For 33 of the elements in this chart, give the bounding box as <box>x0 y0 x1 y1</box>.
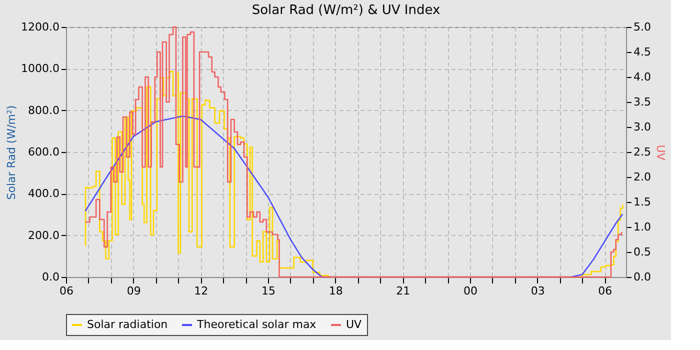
x-tick-label: 15 <box>262 284 276 298</box>
y-tick-label: 600.0 <box>28 146 60 158</box>
x-tick-label: 03 <box>530 284 545 298</box>
y2-tick-label: 4.5 <box>634 46 651 58</box>
y2-tick-label: 4.0 <box>634 70 651 84</box>
y2-tick-label: 2.0 <box>634 170 651 184</box>
x-tick-label: 06 <box>598 284 612 298</box>
y2-axis-title: UV <box>654 144 667 161</box>
x-tick-label: 00 <box>464 284 478 298</box>
x-tick-label: 12 <box>194 284 208 298</box>
chart-title: Solar Rad (W/m²) & UV Index <box>252 3 440 18</box>
y-tick-label: 0.0 <box>42 270 60 284</box>
y2-tick-label: 3.0 <box>634 120 651 134</box>
y-tick-label: 800.0 <box>28 104 60 117</box>
y-tick-label: 1000.0 <box>21 62 60 76</box>
y2-tick-label: 3.5 <box>634 96 651 108</box>
y-tick-label: 1200.0 <box>21 20 60 34</box>
legend-label: Theoretical solar max <box>196 318 317 331</box>
y2-tick-label: 0.5 <box>634 246 651 258</box>
x-tick-label: 18 <box>328 284 343 298</box>
y2-tick-label: 1.5 <box>634 196 651 208</box>
y2-tick-label: 1.0 <box>634 220 651 234</box>
x-tick-label: 06 <box>60 284 74 298</box>
x-tick-label: 21 <box>396 284 410 298</box>
legend-label: UV <box>346 318 362 331</box>
y2-tick-label: 2.5 <box>634 146 651 158</box>
y2-tick-label: 0.0 <box>634 270 651 284</box>
y-tick-label: 200.0 <box>28 228 60 242</box>
y2-tick-label: 5.0 <box>634 20 651 34</box>
legend-label: Solar radiation <box>87 318 168 331</box>
y-tick-label: 400.0 <box>28 187 60 200</box>
x-tick-label: 09 <box>126 284 141 298</box>
y-axis-title: Solar Rad (W/m²) <box>5 105 18 200</box>
